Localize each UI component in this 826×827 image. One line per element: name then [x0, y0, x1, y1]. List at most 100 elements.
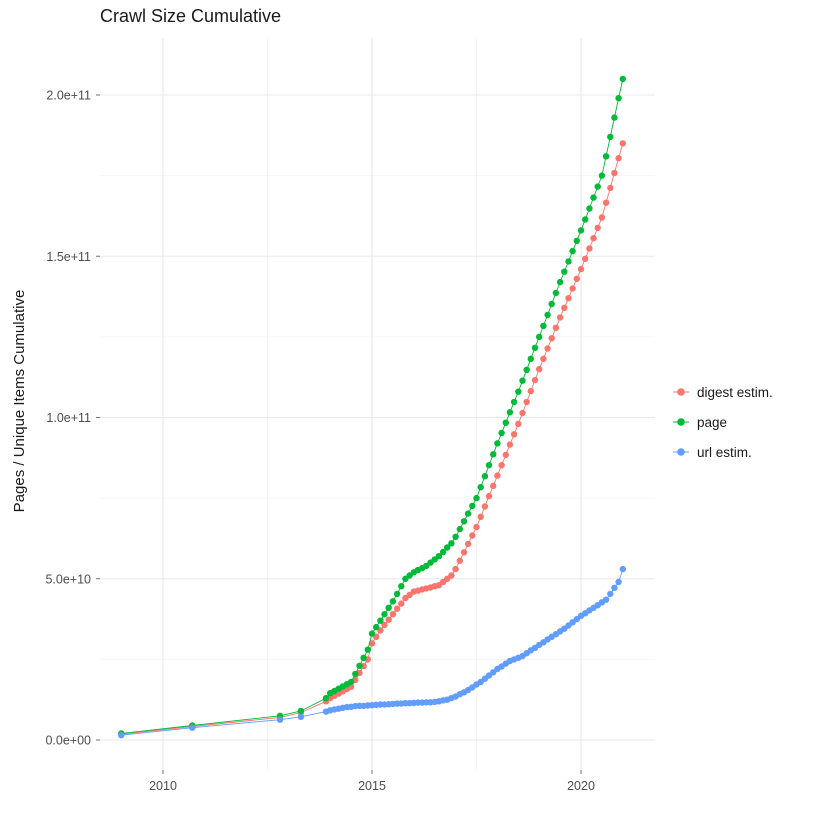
series-point: [368, 640, 376, 647]
series-point: [494, 472, 501, 479]
series-point: [368, 630, 376, 637]
series-point: [385, 616, 392, 623]
legend-label: url estim.: [697, 444, 752, 460]
series-point: [502, 451, 509, 459]
series-point: [523, 398, 530, 406]
series-point: [452, 533, 459, 540]
series-point: [569, 247, 576, 255]
series-point: [118, 732, 125, 739]
series-point: [398, 583, 405, 590]
series-point: [364, 646, 371, 653]
series-point: [377, 617, 384, 624]
series-point: [393, 605, 401, 612]
series-point: [540, 355, 547, 362]
series-point: [347, 678, 355, 686]
series-point: [531, 376, 539, 384]
legend-key-icon: [673, 418, 689, 426]
series-point: [573, 275, 580, 282]
y-tick-label: 0.0e+00: [45, 734, 91, 748]
series-point: [352, 670, 359, 678]
series-point: [477, 513, 484, 520]
series-point: [544, 311, 551, 319]
series-point: [561, 304, 568, 311]
series-point: [619, 140, 626, 147]
chart-title: Crawl Size Cumulative: [100, 6, 282, 26]
series-point: [456, 557, 463, 564]
y-axis-title: Pages / Unique Items Cumulative: [11, 289, 28, 513]
series-point: [515, 388, 522, 395]
series-point: [611, 169, 618, 177]
series-point: [565, 295, 572, 302]
series-point: [322, 694, 330, 702]
y-tick-label: 2.0e+11: [46, 89, 91, 103]
series-point: [556, 314, 564, 321]
legend-item: digest estim.: [672, 377, 773, 407]
series-point: [452, 565, 459, 573]
series-point: [398, 600, 405, 607]
series-point: [469, 532, 476, 539]
series-point: [540, 322, 547, 330]
series-point: [460, 549, 468, 556]
series-point: [615, 95, 622, 102]
series-point: [586, 245, 593, 252]
series-point: [552, 289, 560, 297]
series-point: [515, 420, 522, 428]
series-point: [607, 590, 614, 598]
series-point: [590, 194, 597, 201]
series-point: [510, 431, 518, 438]
series-point: [464, 540, 472, 548]
legend-key-icon: [673, 448, 689, 456]
series-point: [448, 540, 455, 547]
series-point: [506, 441, 514, 448]
series-point: [435, 553, 443, 560]
series-point: [456, 525, 463, 533]
series-point: [494, 440, 501, 447]
series-point: [460, 518, 468, 525]
series-point: [473, 523, 480, 531]
x-tick-label: 2010: [149, 779, 177, 793]
series-point: [519, 377, 526, 384]
series-point: [577, 227, 585, 234]
series-point: [360, 654, 367, 661]
series-point: [389, 611, 397, 618]
series-point: [590, 235, 597, 242]
series-point: [552, 324, 560, 331]
series-point: [598, 214, 606, 221]
series-point: [602, 596, 610, 603]
series-point: [477, 484, 484, 491]
series-point: [548, 300, 555, 308]
series-point: [548, 335, 555, 342]
series-point: [389, 598, 397, 605]
series-point: [473, 494, 480, 502]
series-point: [615, 578, 622, 586]
y-tick-label: 5.0e+10: [45, 572, 91, 586]
series-point: [582, 255, 589, 262]
series-point: [393, 590, 401, 598]
series-point: [619, 565, 626, 573]
series-point: [556, 278, 564, 286]
series-point: [594, 224, 601, 232]
x-tick-label: 2020: [567, 779, 595, 793]
series-point: [448, 572, 455, 579]
series-point: [381, 621, 388, 629]
series-point: [544, 345, 551, 352]
series-point: [297, 713, 305, 720]
series-point: [276, 716, 284, 723]
series-point: [356, 662, 363, 669]
series-point: [481, 503, 489, 510]
series-point: [490, 482, 497, 490]
series-point: [598, 172, 606, 179]
series-point: [485, 462, 493, 469]
series-point: [510, 398, 518, 406]
series-point: [373, 623, 380, 631]
series-point: [469, 502, 476, 510]
y-tick-label: 1.0e+11: [46, 411, 91, 425]
series-point: [485, 493, 493, 500]
x-tick-label: 2015: [358, 779, 386, 793]
series-point: [519, 409, 526, 417]
legend-label: page: [697, 414, 728, 430]
series-point: [619, 75, 626, 83]
series-point: [582, 216, 589, 223]
series-line: [121, 143, 624, 735]
